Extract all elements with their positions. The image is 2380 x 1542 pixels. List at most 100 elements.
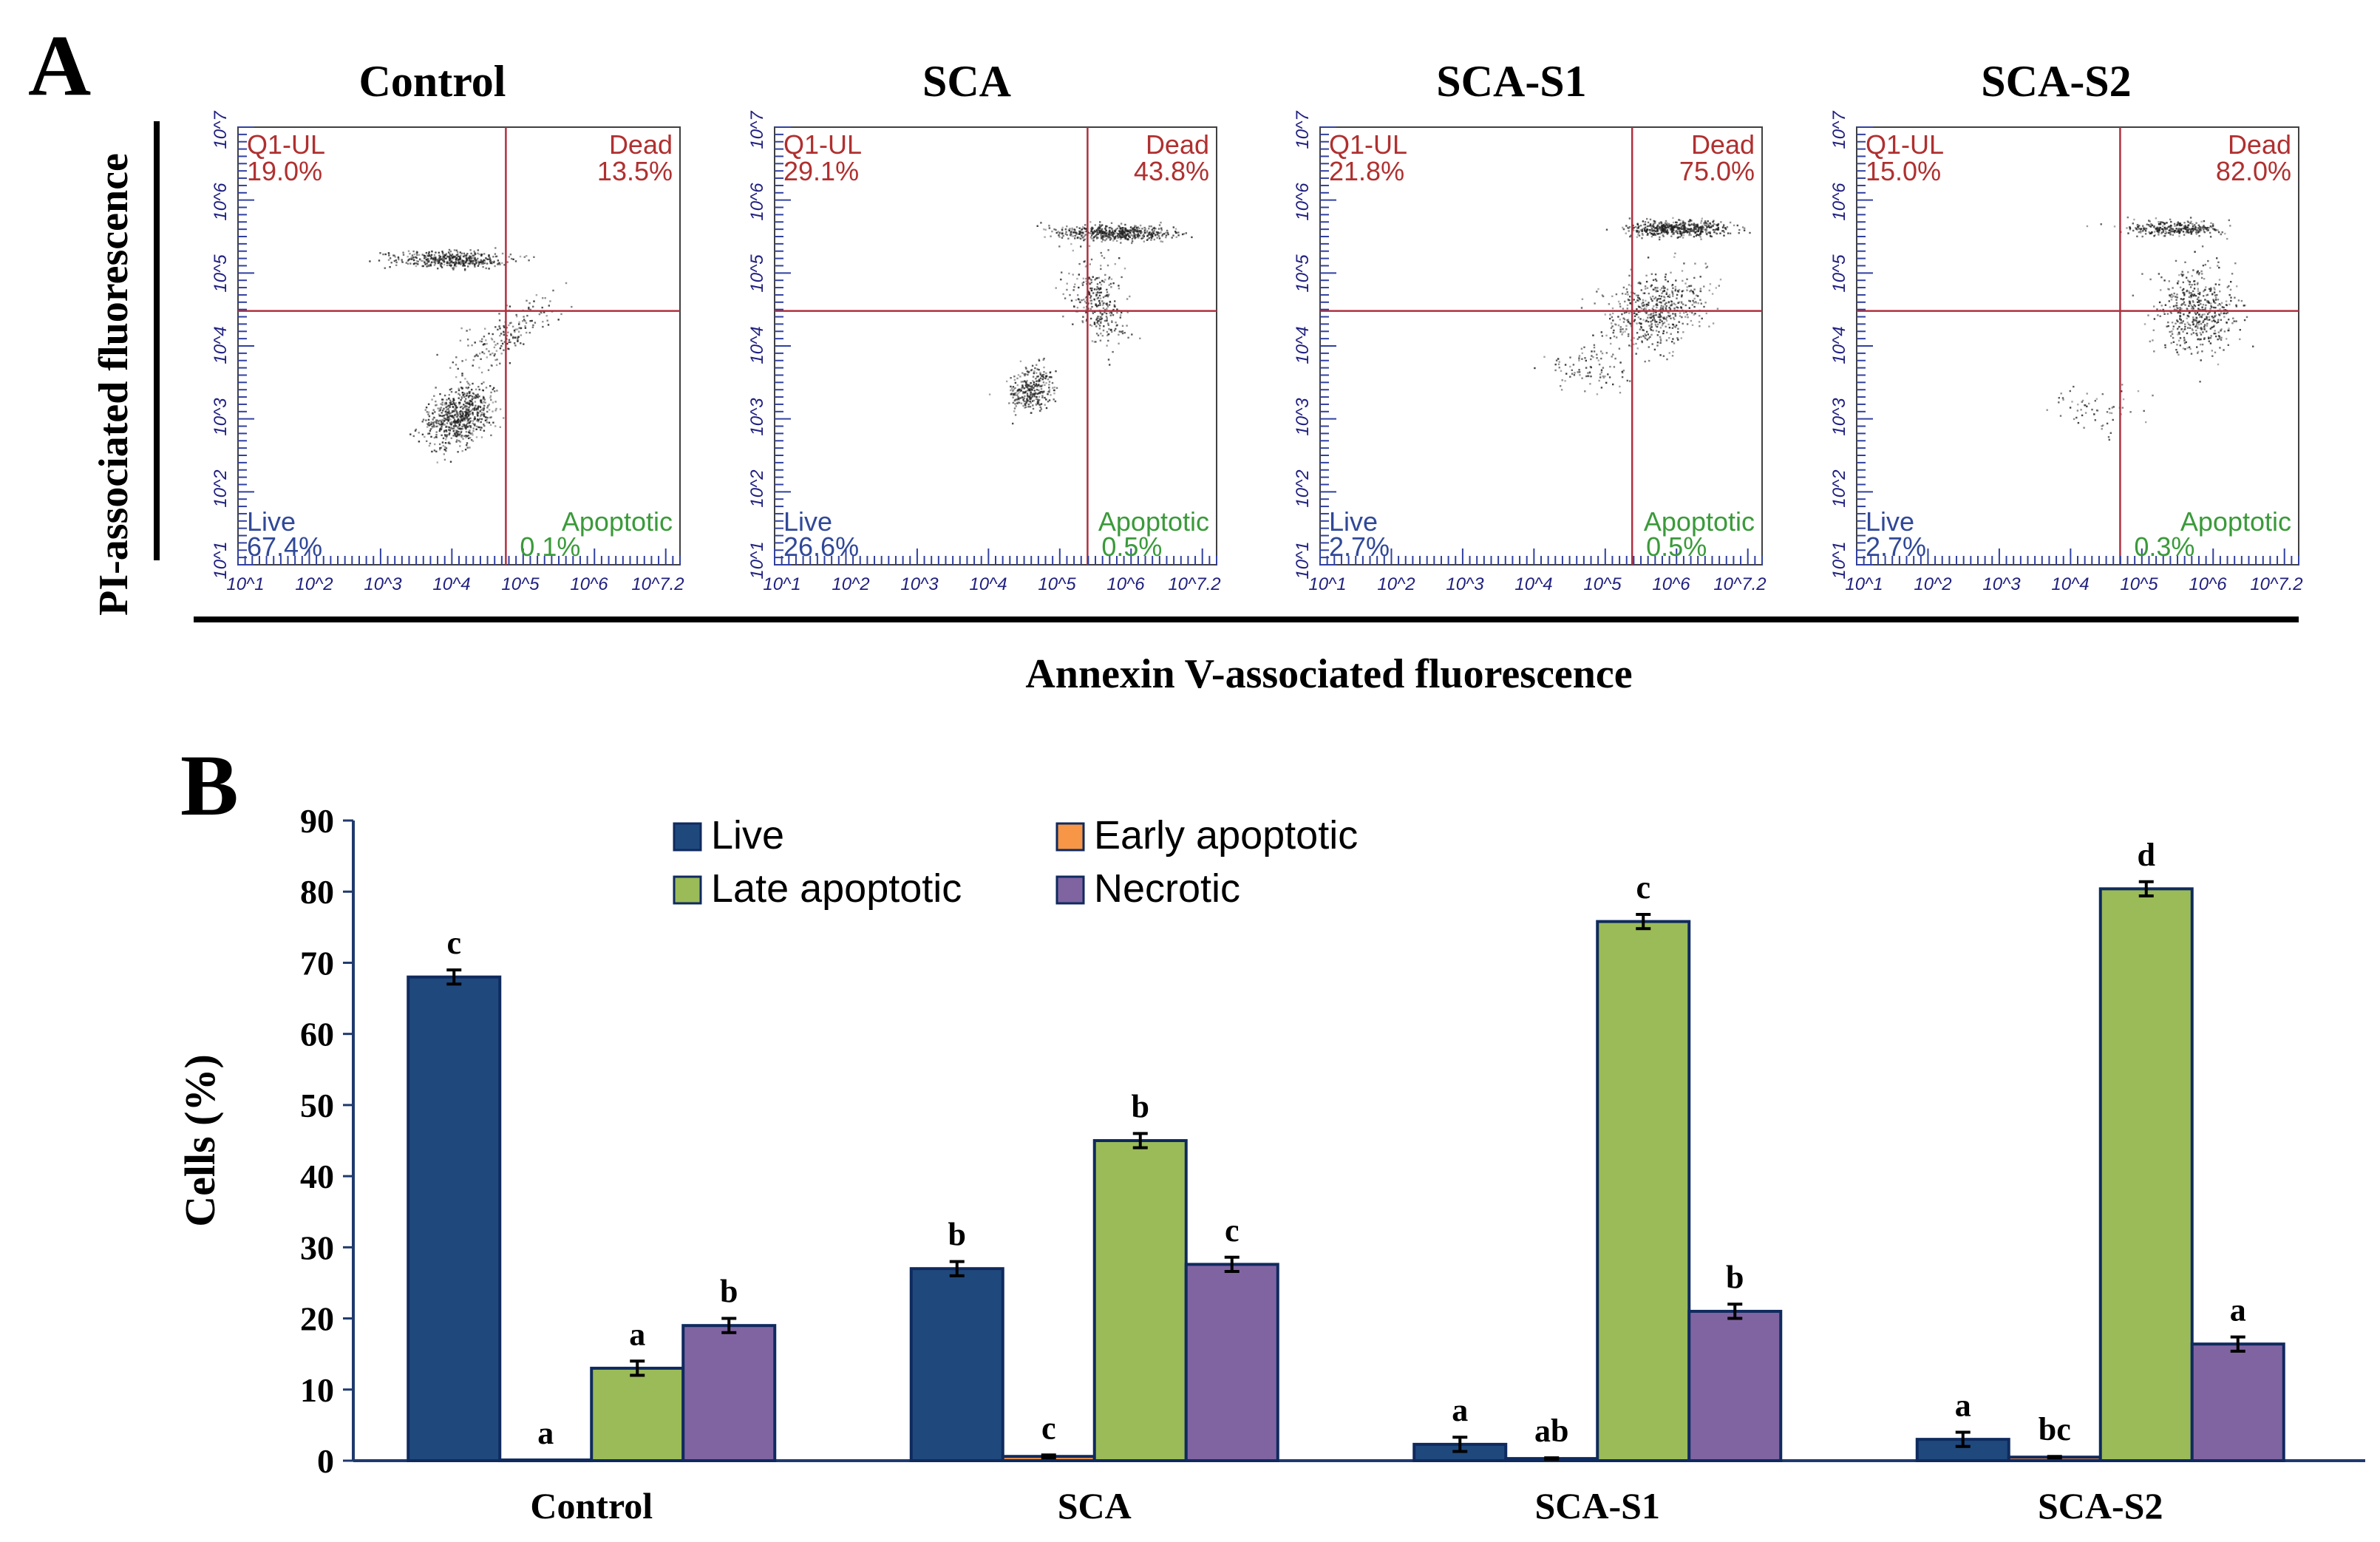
flow-dots — [988, 221, 1193, 425]
flow-dots — [2046, 216, 2254, 441]
axis-ticks — [1856, 126, 2299, 565]
ul-label: Q1-UL — [1866, 129, 1944, 160]
x-tick-label: 10^7.2 — [631, 574, 684, 594]
panel-a-x-title: Annexin V-associated fluorescence — [1025, 651, 1632, 697]
lr-pct: 0.5% — [1101, 531, 1162, 562]
y-tick-label: 10^4 — [211, 326, 231, 364]
y-axis-title: Cells (%) — [176, 1054, 224, 1227]
flow-plot-title: SCA-S2 — [1981, 57, 2131, 106]
ur-pct: 13.5% — [597, 156, 673, 186]
y-tick-label: 50 — [300, 1087, 334, 1124]
x-tick-label: 10^1 — [1845, 574, 1883, 594]
significance-letter: d — [2138, 837, 2155, 873]
y-tick-label: 10^1 — [1293, 541, 1313, 579]
x-tick-label: 10^4 — [969, 574, 1007, 594]
x-tick-label: 10^5 — [1583, 574, 1622, 594]
bar-necrotic — [681, 1324, 777, 1462]
ur-label: Dead — [1691, 129, 1755, 160]
y-tick-label: 10^7 — [1293, 110, 1313, 149]
significance-letter: c — [446, 925, 461, 961]
x-tick-label: 10^1 — [1308, 574, 1346, 594]
lr-label: Apoptotic — [1644, 506, 1755, 537]
y-tick-label: 10^6 — [1829, 183, 1849, 221]
lr-label: Apoptotic — [1098, 506, 1209, 537]
x-tick-label: 10^6 — [1652, 574, 1690, 594]
flow-dots — [369, 247, 573, 463]
ul-pct: 21.8% — [1329, 156, 1404, 186]
flow-plot-title: SCA-S1 — [1436, 57, 1586, 106]
y-tick-label: 10^3 — [211, 398, 231, 436]
legend-label: Necrotic — [1094, 866, 1240, 911]
ll-pct: 67.4% — [247, 531, 322, 562]
y-tick-label: 10^7 — [1829, 110, 1849, 149]
significance-letter: c — [1636, 869, 1650, 906]
bar-early-apoptotic — [498, 1458, 594, 1463]
x-tick-label: 10^6 — [2189, 574, 2227, 594]
y-tick-label: 0 — [317, 1442, 334, 1480]
flow-plot-frame — [1856, 126, 2299, 565]
ur-pct: 82.0% — [2216, 156, 2291, 186]
y-tick-label: 10^5 — [1829, 254, 1849, 293]
x-tick-label: 10^7.2 — [2250, 574, 2302, 594]
bar-live — [909, 1267, 1004, 1462]
flow-plot-frame — [774, 126, 1217, 565]
x-tick-label: 10^3 — [1446, 574, 1484, 594]
bar-late-apoptotic — [2098, 887, 2194, 1462]
ul-pct: 29.1% — [783, 156, 859, 186]
x-tick-label: 10^2 — [1377, 574, 1415, 594]
category-label: SCA-S2 — [2038, 1485, 2163, 1526]
y-tick-label: 10^2 — [211, 469, 231, 507]
bar-late-apoptotic — [1596, 920, 1691, 1462]
legend-label: Late apoptotic — [711, 866, 962, 911]
y-tick-label: 10^1 — [747, 541, 767, 579]
x-tick-label: 10^3 — [1982, 574, 2021, 594]
x-tick-label: 10^4 — [1514, 574, 1552, 594]
significance-letter: a — [1955, 1388, 1971, 1424]
y-tick-label: 90 — [300, 802, 334, 840]
lr-pct: 0.5% — [1646, 531, 1707, 562]
significance-letter: c — [1041, 1410, 1056, 1446]
lr-pct: 0.3% — [2134, 531, 2194, 562]
category-label: SCA — [1058, 1485, 1132, 1526]
legend-swatch — [673, 822, 702, 852]
ur-pct: 43.8% — [1134, 156, 1209, 186]
ll-pct: 26.6% — [783, 531, 859, 562]
category-label: Control — [530, 1485, 653, 1526]
significance-letter: a — [629, 1316, 645, 1352]
y-tick-label: 10^1 — [1829, 541, 1849, 579]
axis-ticks — [1319, 126, 1763, 565]
significance-letter: a — [537, 1415, 554, 1451]
x-tick-label: 10^3 — [364, 574, 402, 594]
ul-label: Q1-UL — [783, 129, 862, 160]
flow-plot-1: Control 10^1 10^2 10^3 10^4 10^5 10^6 10^7.2 10^… — [211, 57, 684, 594]
significance-letter: bc — [2039, 1411, 2071, 1447]
x-tick-label: 10^1 — [763, 574, 800, 594]
ll-label: Live — [1329, 506, 1378, 537]
y-tick-label: 10^1 — [211, 541, 231, 579]
ul-pct: 15.0% — [1866, 156, 1941, 186]
significance-letter: c — [1225, 1212, 1240, 1249]
legend-swatch — [1055, 875, 1085, 905]
axis-ticks — [237, 126, 681, 565]
y-tick-label: 10^7 — [211, 110, 231, 149]
y-tick-label: 10^4 — [747, 326, 767, 364]
y-tick-label: 10^3 — [1293, 398, 1313, 436]
y-tick-label: 10^6 — [747, 183, 767, 221]
flow-panels: Control 10^1 10^2 10^3 10^4 10^5 10^6 10^7.2 10^… — [211, 57, 2303, 594]
ll-label: Live — [247, 506, 296, 537]
y-tick-label: 60 — [300, 1016, 334, 1053]
significance-letter: b — [1726, 1259, 1744, 1295]
x-tick-label: 10^6 — [1106, 574, 1145, 594]
y-tick-label: 10^2 — [1829, 469, 1849, 507]
significance-letter: a — [1452, 1392, 1468, 1428]
x-tick-label: 10^4 — [2051, 574, 2089, 594]
x-tick-label: 10^7.2 — [1713, 574, 1766, 594]
x-tick-label: 10^4 — [432, 574, 470, 594]
legend-swatch — [1055, 822, 1085, 852]
legend-swatch — [673, 875, 702, 905]
lr-pct: 0.1% — [520, 531, 580, 562]
legend-label: Live — [711, 813, 784, 857]
flow-plot-frame — [237, 126, 681, 565]
